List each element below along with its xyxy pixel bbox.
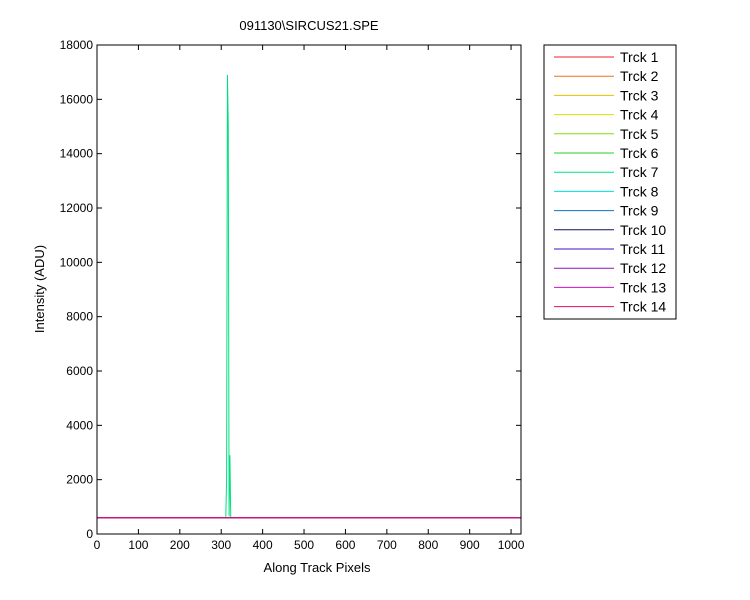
legend-label: Trck 8 [620,183,659,199]
legend-label: Trck 6 [620,145,659,161]
x-tick-label: 800 [418,538,438,552]
y-tick-label: 2000 [66,473,93,487]
legend-label: Trck 9 [620,203,659,219]
y-tick-label: 12000 [60,201,94,215]
x-tick-label: 600 [335,538,355,552]
y-tick-label: 18000 [60,38,94,52]
x-tick-label: 1000 [498,538,525,552]
y-tick-label: 10000 [60,255,94,269]
legend-label: Trck 4 [620,107,659,123]
x-axis-label: Along Track Pixels [264,560,371,575]
legend-label: Trck 2 [620,68,659,84]
y-tick-label: 0 [86,527,93,541]
legend-label: Trck 12 [620,260,666,276]
x-tick-label: 500 [294,538,314,552]
x-tick-label: 300 [211,538,231,552]
legend-label: Trck 7 [620,164,659,180]
legend-label: Trck 3 [620,87,659,103]
plot-area [97,45,521,534]
y-tick-label: 8000 [66,310,93,324]
axes-box [96,44,522,535]
legend-label: Trck 10 [620,222,666,238]
legend-label: Trck 13 [620,279,666,295]
legend-box [543,44,677,320]
x-tick-label: 900 [460,538,480,552]
x-tick-label: 700 [377,538,397,552]
legend-label: Trck 14 [620,299,666,315]
legend-label: Trck 11 [620,241,665,257]
legend-label: Trck 5 [620,126,659,142]
chart-title: 091130\SIRCUS21.SPE [239,18,379,33]
data-line [97,74,521,519]
y-tick-label: 14000 [60,147,94,161]
legend-label: Trck 1 [620,49,659,65]
y-tick-label: 4000 [66,418,93,432]
x-tick-label: 100 [128,538,148,552]
y-tick-label: 6000 [66,364,93,378]
x-tick-label: 200 [170,538,190,552]
y-axis-label: Intensity (ADU) [32,245,47,333]
x-tick-label: 400 [253,538,273,552]
x-tick-label: 0 [94,538,101,552]
y-tick-label: 16000 [60,92,94,106]
